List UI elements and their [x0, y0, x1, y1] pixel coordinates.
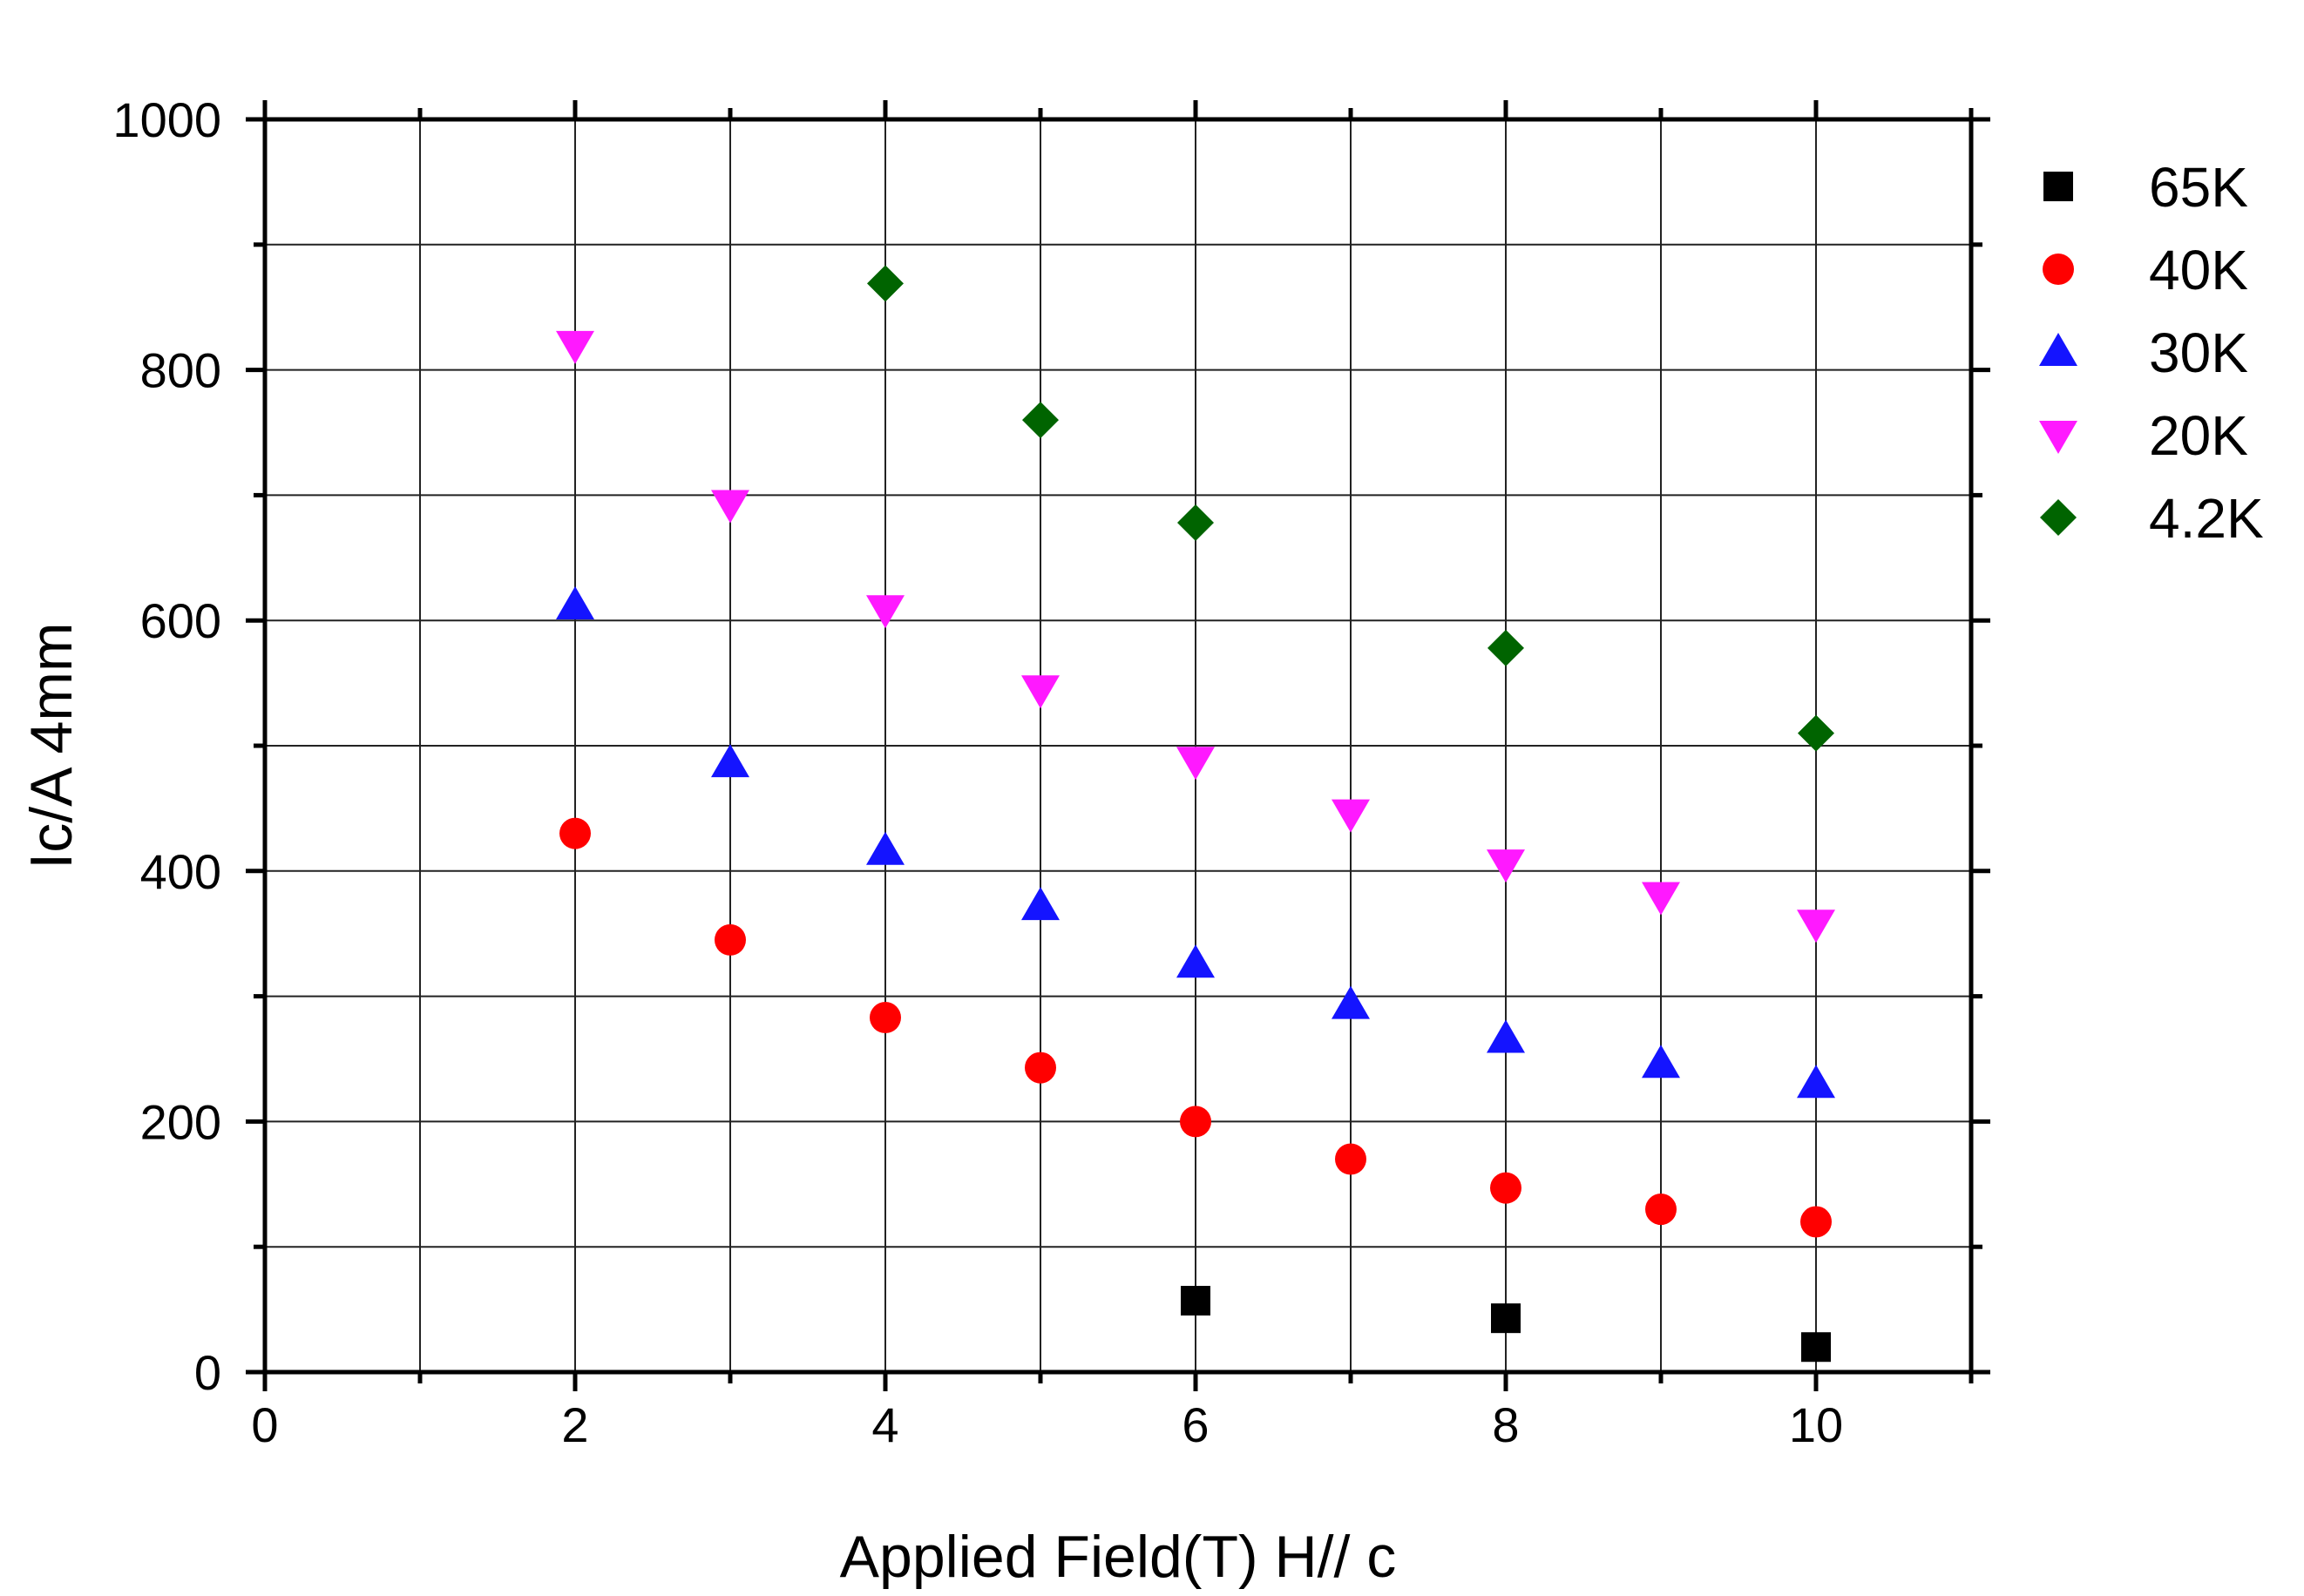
data-point: [556, 585, 594, 619]
legend-item: 65K: [2043, 156, 2248, 219]
series-40K: [559, 817, 1832, 1238]
legend-label: 20K: [2149, 404, 2248, 467]
data-point: [1487, 1019, 1525, 1053]
legend-marker: [2040, 499, 2077, 536]
data-point: [1181, 1286, 1210, 1316]
data-point: [1025, 1052, 1056, 1084]
x-tick-label: 8: [1492, 1397, 1519, 1452]
data-point: [1642, 1045, 1680, 1079]
data-point: [715, 923, 746, 956]
y-tick-label: 800: [140, 343, 221, 398]
legend-marker: [2039, 421, 2077, 454]
plot-frame: [262, 117, 1974, 1375]
y-tick-label: 0: [194, 1345, 221, 1400]
data-point: [1491, 1303, 1521, 1334]
data-point: [866, 595, 905, 629]
legend-label: 65K: [2149, 156, 2248, 219]
series-4.2K: [867, 265, 1834, 752]
data-point: [711, 744, 749, 778]
series-65K: [1181, 1286, 1831, 1363]
x-tick-label: 10: [1789, 1397, 1843, 1452]
data-point: [1797, 1065, 1835, 1099]
data-point: [1801, 1332, 1831, 1363]
legend-marker: [2043, 254, 2074, 285]
data-point: [867, 265, 904, 302]
x-tick-label: 6: [1182, 1397, 1209, 1452]
legend-item: 4.2K: [2040, 487, 2264, 550]
data-point: [1797, 910, 1835, 943]
data-point: [1487, 849, 1525, 883]
y-tick-label: 1000: [112, 92, 221, 147]
data-point: [1800, 1206, 1832, 1238]
legend-item: 40K: [2043, 239, 2248, 301]
grid-lines: [265, 119, 1971, 1372]
x-axis-title: Applied Field(T) H// c: [840, 1524, 1397, 1590]
legend-marker: [2043, 172, 2073, 201]
data-point: [1022, 402, 1059, 439]
data-markers: [556, 265, 1835, 1363]
data-point: [1645, 1194, 1677, 1226]
series-30K: [556, 585, 1835, 1099]
data-point: [1798, 714, 1834, 752]
data-point: [1487, 629, 1524, 666]
data-point: [711, 490, 749, 524]
data-point: [1180, 1106, 1211, 1138]
data-point: [1642, 882, 1680, 916]
data-point: [1335, 1143, 1366, 1175]
legend-label: 30K: [2149, 321, 2248, 384]
x-tick-label: 0: [251, 1397, 278, 1452]
series-20K: [556, 330, 1835, 943]
y-axis-title: Ic/A 4mm: [18, 622, 85, 869]
data-point: [559, 817, 591, 849]
data-point: [1332, 985, 1370, 1019]
y-tick-label: 200: [140, 1094, 221, 1149]
legend-label: 40K: [2149, 239, 2248, 301]
data-point: [1176, 747, 1215, 781]
data-point: [1021, 887, 1060, 921]
data-point: [866, 831, 905, 865]
legend-label: 4.2K: [2149, 487, 2264, 550]
data-point: [1490, 1172, 1521, 1204]
y-tick-label: 600: [140, 593, 221, 648]
data-point: [1177, 504, 1214, 542]
y-tick-label: 400: [140, 844, 221, 899]
x-tick-label: 4: [871, 1397, 898, 1452]
legend-item: 20K: [2039, 404, 2248, 467]
data-point: [870, 1002, 901, 1034]
tick-labels: 0 2 4 6 8 10 0 200 400 600 800 1000: [112, 92, 1843, 1452]
legend-item: 30K: [2039, 321, 2248, 384]
data-point: [1021, 675, 1060, 709]
data-point: [556, 330, 594, 364]
data-point: [1332, 799, 1370, 833]
legend: 65K 40K 30K 20K 4.2K: [2039, 156, 2264, 550]
x-tick-label: 2: [561, 1397, 588, 1452]
legend-marker: [2039, 333, 2077, 366]
axis-ticks: [246, 100, 1990, 1391]
data-point: [1176, 944, 1215, 978]
